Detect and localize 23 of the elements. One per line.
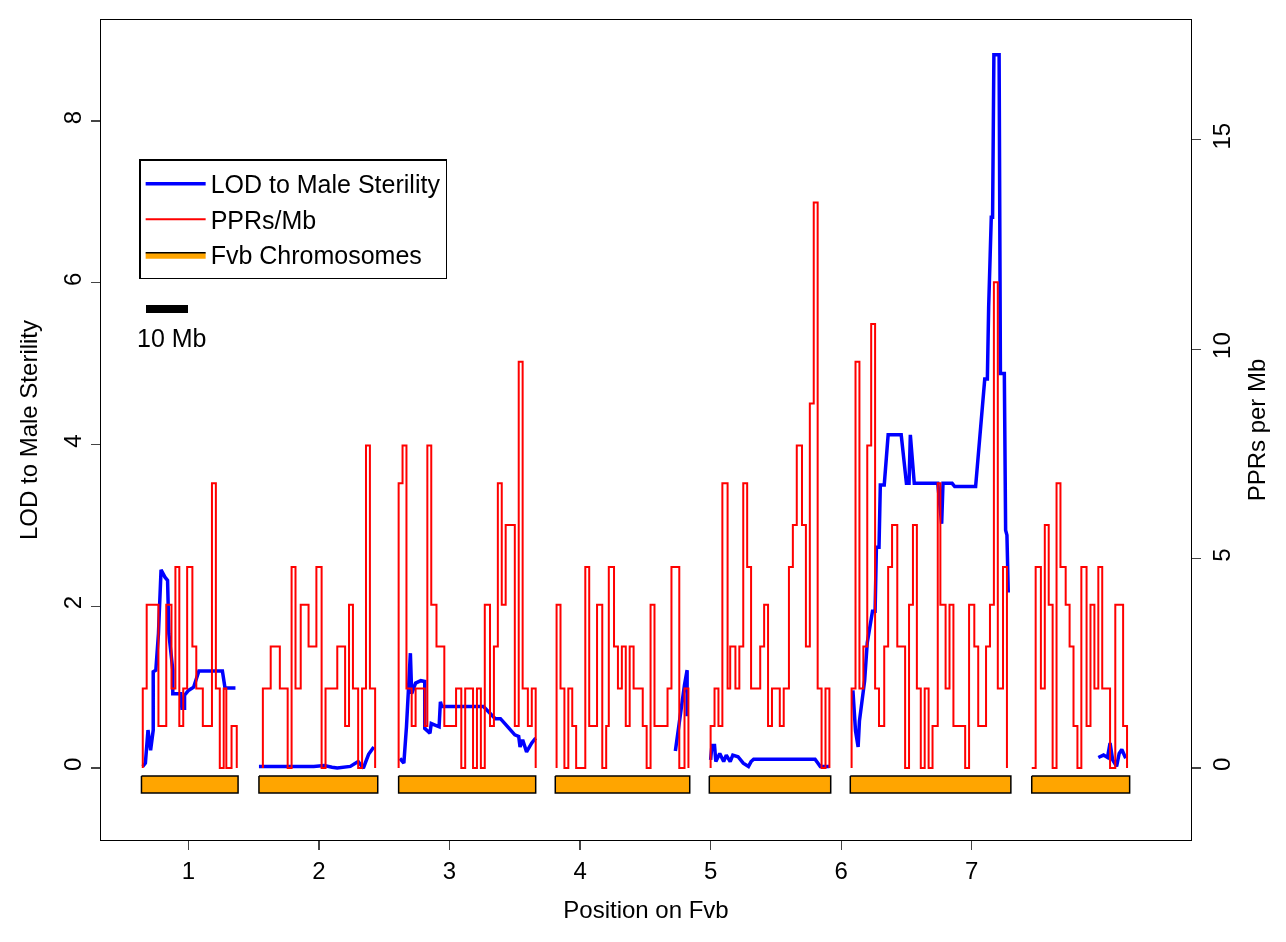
y-tick-label: 2 bbox=[59, 596, 87, 610]
y-axis-title: LOD to Male Sterility bbox=[15, 319, 43, 541]
y-tick-label: 6 bbox=[59, 272, 87, 286]
legend-label: LOD to Male Sterility bbox=[210, 170, 441, 199]
x-tick-label: 7 bbox=[965, 857, 979, 884]
y-tick-label: 0 bbox=[59, 757, 87, 772]
y2-tick-label: 5 bbox=[1208, 548, 1235, 562]
legend-label: Fvb Chromosomes bbox=[210, 241, 422, 270]
y2-tick-label: 10 bbox=[1208, 332, 1235, 359]
x-tick-label: 4 bbox=[573, 857, 587, 884]
annotation: 10 Mb bbox=[137, 324, 207, 352]
y-tick-label: 8 bbox=[59, 110, 87, 125]
x-tick-label: 3 bbox=[442, 857, 457, 884]
y2-tick-label: 0 bbox=[1208, 757, 1235, 772]
x-tick-label: 5 bbox=[703, 857, 718, 884]
y2-tick-label: 15 bbox=[1208, 122, 1235, 150]
x-tick-label: 1 bbox=[181, 857, 196, 884]
x-axis-title: Position on Fvb bbox=[563, 896, 729, 924]
x-tick-label: 6 bbox=[834, 857, 848, 884]
y2-axis-title: PPRs per Mb bbox=[1243, 358, 1271, 502]
x-tick-label: 2 bbox=[312, 857, 326, 884]
y-tick-label: 4 bbox=[59, 434, 87, 448]
legend-label: PPRs/Mb bbox=[210, 205, 317, 234]
